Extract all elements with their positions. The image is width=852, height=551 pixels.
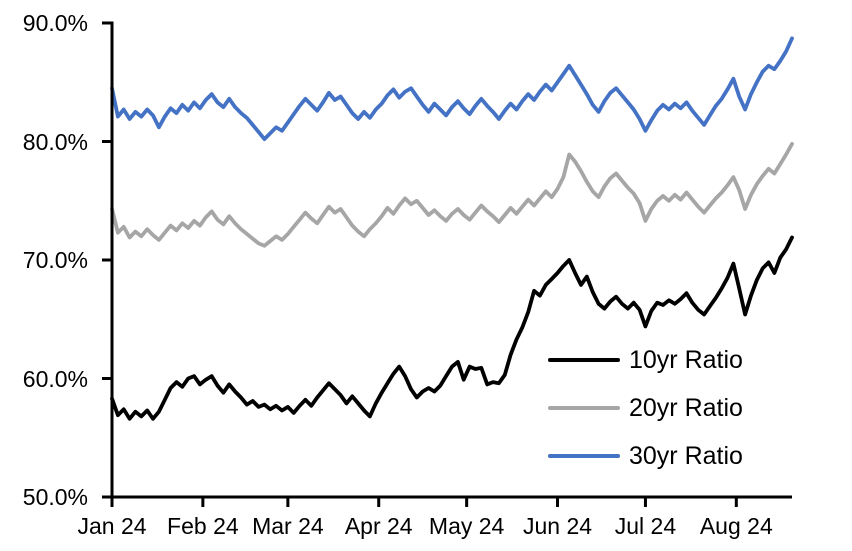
legend-item-30yr: 30yr Ratio (548, 442, 743, 470)
x-axis-tick-label: Mar 24 (252, 513, 324, 539)
legend-label-10yr: 10yr Ratio (629, 345, 743, 374)
legend: 10yr Ratio 20yr Ratio 30yr Ratio (548, 346, 743, 470)
series-line-10yr (110, 235, 794, 421)
legend-label-20yr: 20yr Ratio (629, 393, 743, 422)
y-axis-tick-label: 60.0% (22, 365, 88, 392)
legend-label-30yr: 30yr Ratio (629, 441, 743, 470)
x-axis-tick-label: Apr 24 (344, 513, 413, 539)
series-line-20yr (110, 141, 794, 248)
x-axis-tick-label: Feb 24 (167, 513, 239, 539)
x-axis-tick-label: May 24 (428, 513, 505, 539)
y-axis-tick-label: 90.0% (22, 10, 88, 36)
legend-item-20yr: 20yr Ratio (548, 394, 743, 422)
x-axis-tick-label: Aug 24 (699, 513, 773, 539)
series-line-30yr (110, 36, 794, 142)
y-axis-tick-label: 80.0% (22, 128, 88, 155)
x-axis-tick-label: Jan 24 (77, 513, 147, 539)
x-axis-tick-label: Jul 24 (614, 513, 677, 539)
legend-swatch-30yr (548, 454, 620, 458)
legend-item-10yr: 10yr Ratio (548, 346, 743, 374)
legend-swatch-20yr (548, 406, 620, 410)
legend-swatch-10yr (548, 358, 620, 362)
y-axis-tick-label: 50.0% (22, 484, 88, 510)
x-axis-tick-label: Jun 24 (522, 513, 593, 539)
y-axis-tick-label: 70.0% (22, 247, 88, 273)
